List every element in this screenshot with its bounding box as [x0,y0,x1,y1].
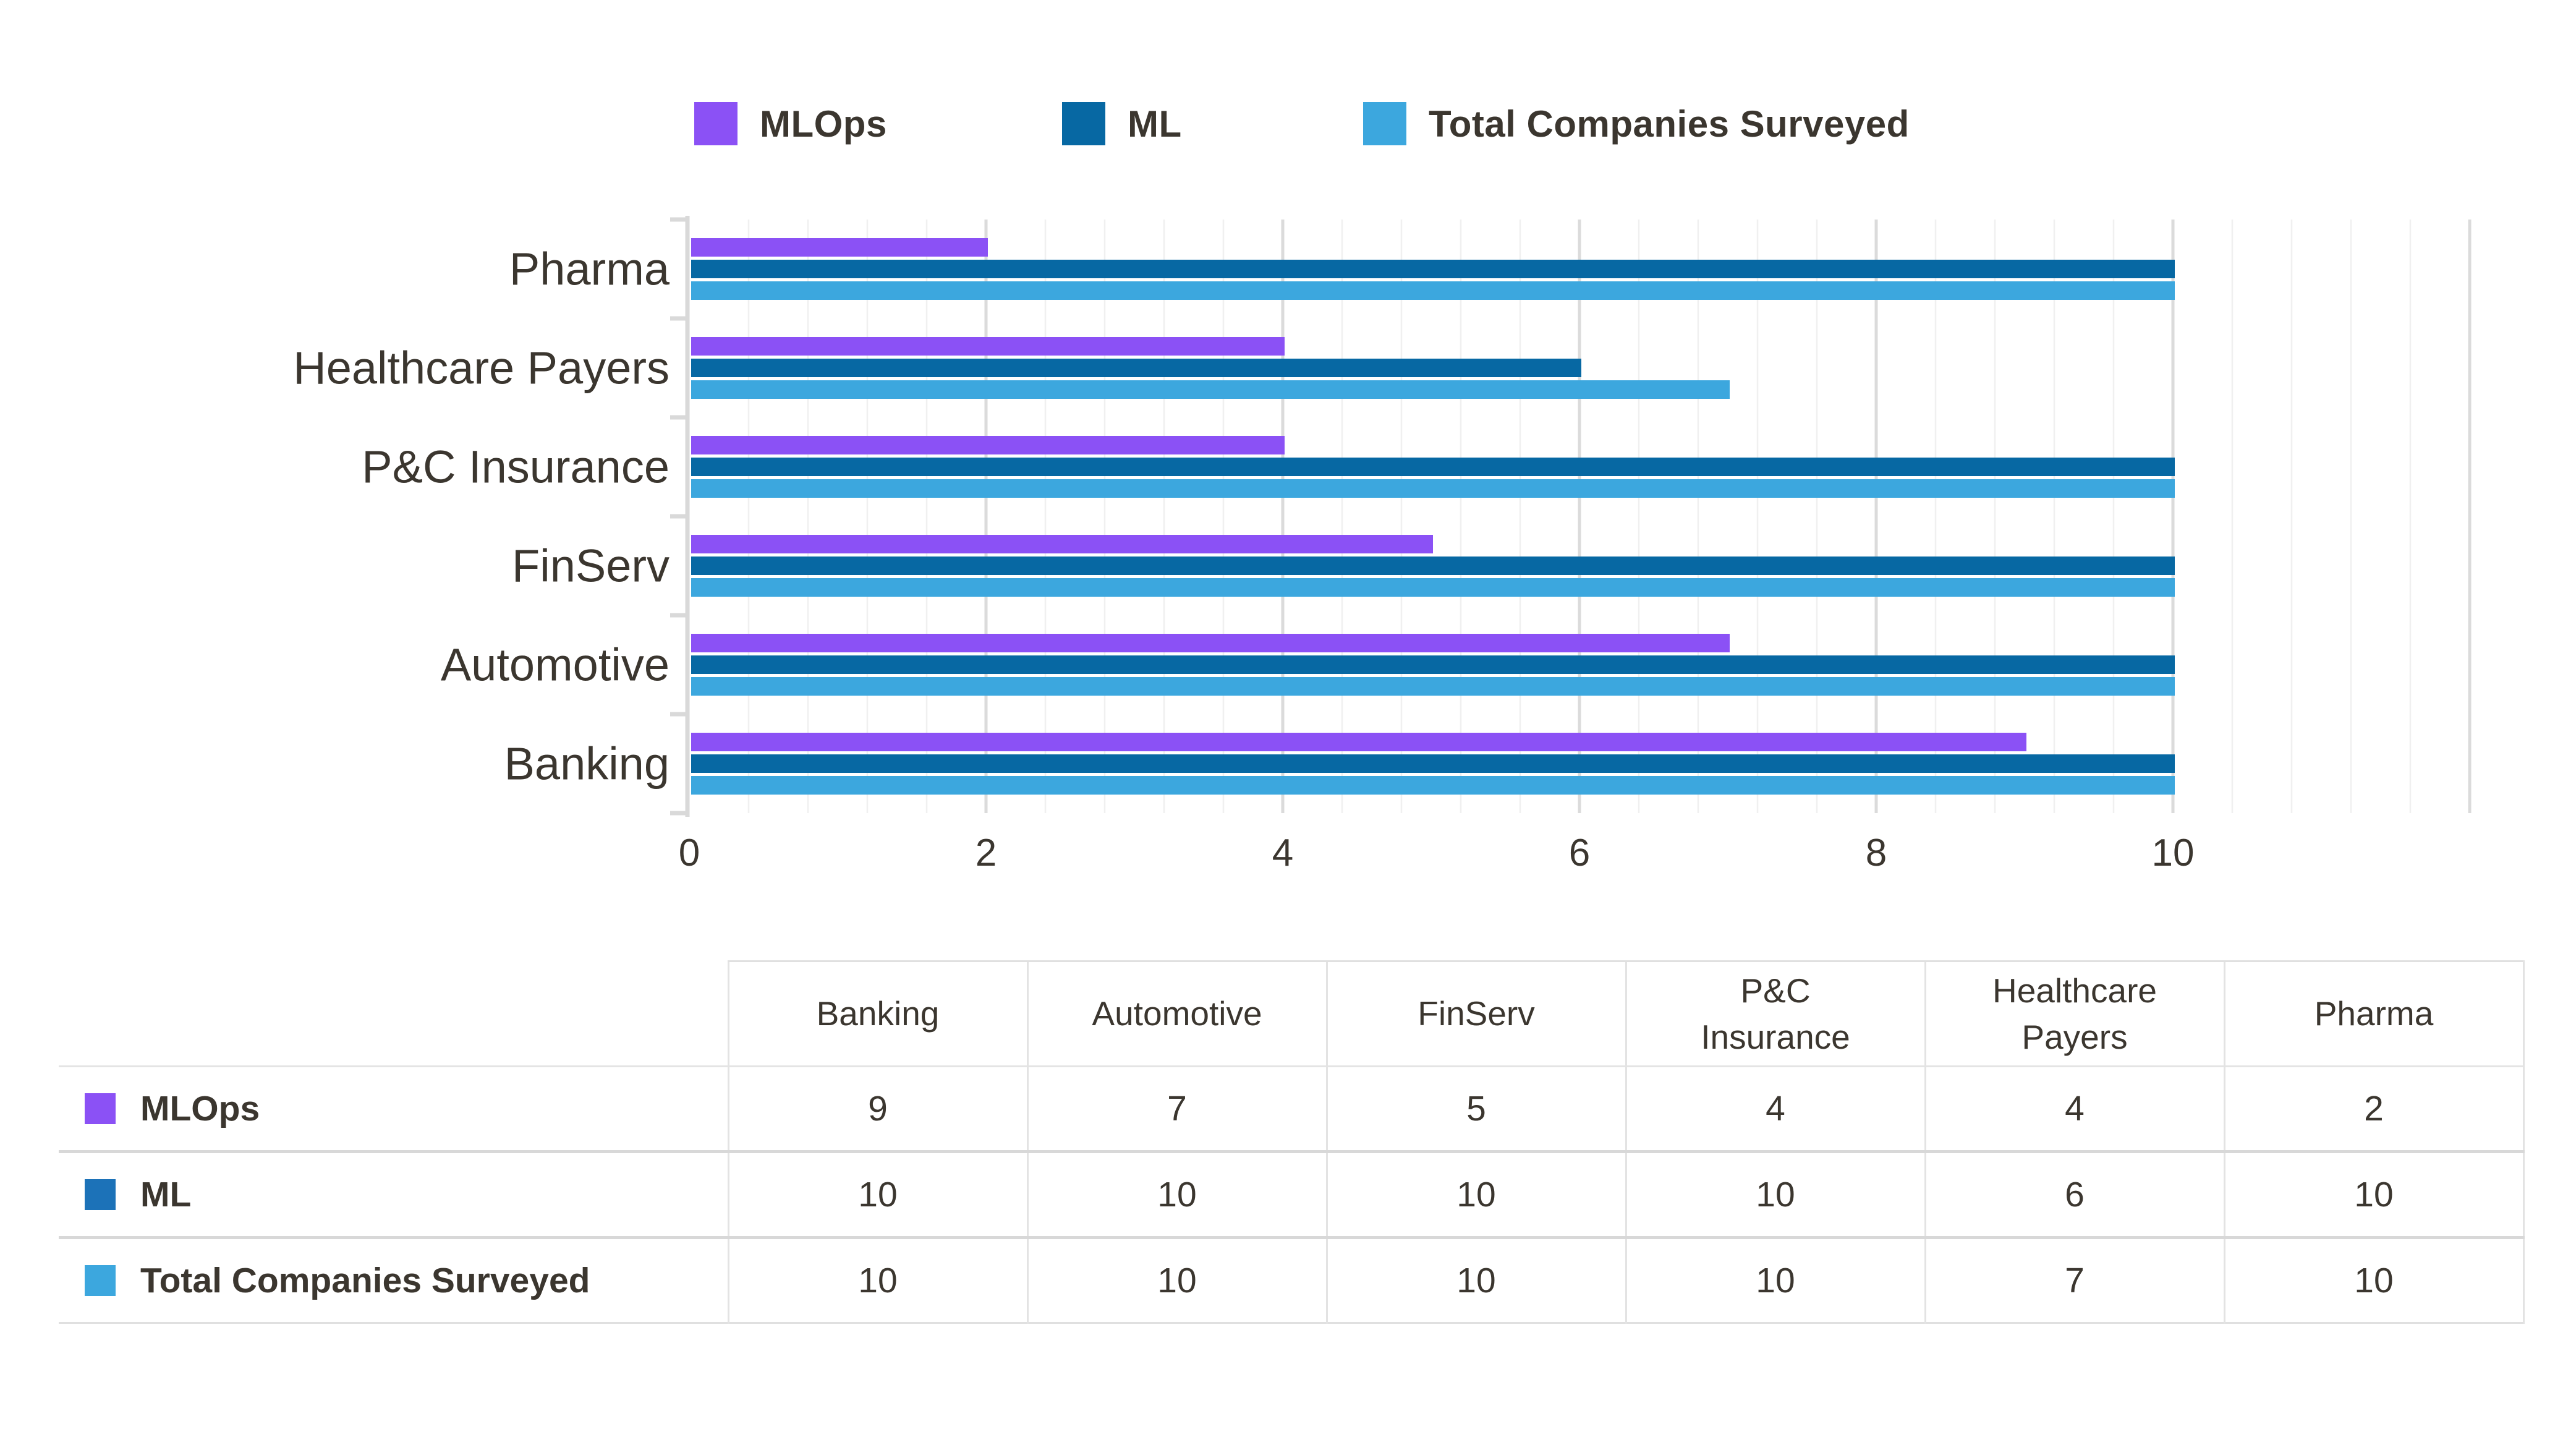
bar-mlops-finserv [691,535,1433,553]
row-swatch-icon [85,1179,116,1210]
category-label-finserv: FinServ [512,540,670,592]
bar-chart-svg: Pharma Healthcare Payers P&C Insurance FinS… [293,216,2472,874]
value-cell-mlops-pharma: 2 [2223,1066,2525,1152]
bar-total-companies-surveyed-automotive [691,677,2175,696]
value-cell-total-companies-surveyed-banking: 10 [727,1237,1027,1323]
x-axis-label-4: 4 [1272,832,1293,874]
legend-swatch-icon [1062,102,1105,145]
row-swatch-icon [85,1265,116,1296]
row-label: Total Companies Surveyed [140,1261,590,1300]
legend-swatch-icon [1363,102,1406,145]
category-label-banking: Banking [504,738,670,790]
legend-item-total-companies-surveyed: Total Companies Surveyed [1363,102,1910,145]
table-body: MLOps 9 7 5 4 4 2 ML 10 10 10 10 6 10 Total Companies … [59,1066,2525,1323]
bar-mlops-automotive [691,634,1730,652]
table-row-ml: ML 10 10 10 10 6 10 [59,1151,2525,1238]
row-label: ML [140,1175,192,1214]
table-row-total-companies-surveyed: Total Companies Surveyed 10 10 10 10 7 10 [59,1237,2525,1323]
value-cell-ml-finserv: 10 [1325,1151,1626,1238]
value-cell-ml-banking: 10 [727,1151,1027,1238]
x-axis-label-6: 6 [1569,832,1590,874]
row-label-cell: Total Companies Surveyed [59,1238,728,1323]
value-cell-total-companies-surveyed-automotive: 10 [1026,1237,1327,1323]
legend-label: Total Companies Surveyed [1429,103,1910,145]
bar-total-companies-surveyed-p-c-insurance [691,479,2175,498]
row-label-cell: MLOps [59,1067,728,1152]
bar-mlops-pharma [691,238,988,257]
row-swatch-icon [85,1093,116,1124]
column-header-p-c-insurance: P&C Insurance [1625,960,1925,1067]
bar-ml-finserv [691,557,2175,575]
value-cell-ml-pharma: 10 [2223,1151,2525,1238]
value-cell-total-companies-surveyed-pharma: 10 [2223,1237,2525,1323]
value-cell-mlops-finserv: 5 [1325,1066,1626,1152]
legend-item-mlops: MLOps [694,102,887,145]
value-cell-ml-healthcare-payers: 6 [1924,1151,2224,1238]
value-cell-ml-p-c-insurance: 10 [1625,1151,1925,1238]
column-header-automotive: Automotive [1026,960,1327,1067]
bar-ml-automotive [691,655,2175,674]
column-header-banking: Banking [727,960,1027,1067]
table-corner-cell [59,962,728,1067]
table-header: Banking Automotive FinServ P&C Insurance Hea… [59,960,2525,1067]
bar-total-companies-surveyed-banking [691,776,2175,795]
category-label-p-c-insurance: P&C Insurance [362,441,670,493]
value-cell-total-companies-surveyed-p-c-insurance: 10 [1625,1237,1925,1323]
column-header-healthcare-payers: Healthcare Payers [1924,960,2224,1067]
bar-mlops-healthcare-payers [691,337,1285,356]
value-cell-mlops-automotive: 7 [1026,1066,1327,1152]
value-cell-total-companies-surveyed-healthcare-payers: 7 [1924,1237,2224,1323]
value-cell-mlops-p-c-insurance: 4 [1625,1066,1925,1152]
bar-total-companies-surveyed-pharma [691,281,2175,300]
category-label-healthcare-payers: Healthcare Payers [293,343,670,394]
bar-ml-p-c-insurance [691,458,2175,476]
bar-total-companies-surveyed-healthcare-payers [691,380,1730,399]
legend-swatch-icon [694,102,738,145]
value-cell-mlops-healthcare-payers: 4 [1924,1066,2224,1152]
legend-item-ml: ML [1062,102,1182,145]
column-header-pharma: Pharma [2223,960,2525,1067]
column-header-finserv: FinServ [1325,960,1626,1067]
value-cell-total-companies-surveyed-finserv: 10 [1325,1237,1626,1323]
bar-mlops-banking [691,733,2026,751]
row-label-cell: ML [59,1152,728,1238]
x-axis-label-8: 8 [1866,832,1887,874]
row-label: MLOps [140,1089,260,1128]
bar-ml-healthcare-payers [691,359,1581,377]
category-label-pharma: Pharma [509,244,670,295]
x-axis-label-2: 2 [976,832,997,874]
value-cell-ml-automotive: 10 [1026,1151,1327,1238]
table-row-mlops: MLOps 9 7 5 4 4 2 [59,1066,2525,1152]
bar-total-companies-surveyed-finserv [691,578,2175,597]
bar-ml-pharma [691,260,2175,278]
data-table: Banking Automotive FinServ P&C Insurance Hea… [59,960,2525,1324]
legend-label: MLOps [760,103,887,145]
x-axis-label-0: 0 [679,832,700,874]
bar-mlops-p-c-insurance [691,436,1285,454]
category-label-automotive: Automotive [441,639,670,691]
value-cell-mlops-banking: 9 [727,1066,1027,1152]
legend-label: ML [1128,103,1182,145]
table-header-row: Banking Automotive FinServ P&C Insurance Hea… [59,960,2525,1067]
bar-ml-banking [691,754,2175,773]
x-axis-label-10: 10 [2152,832,2195,874]
